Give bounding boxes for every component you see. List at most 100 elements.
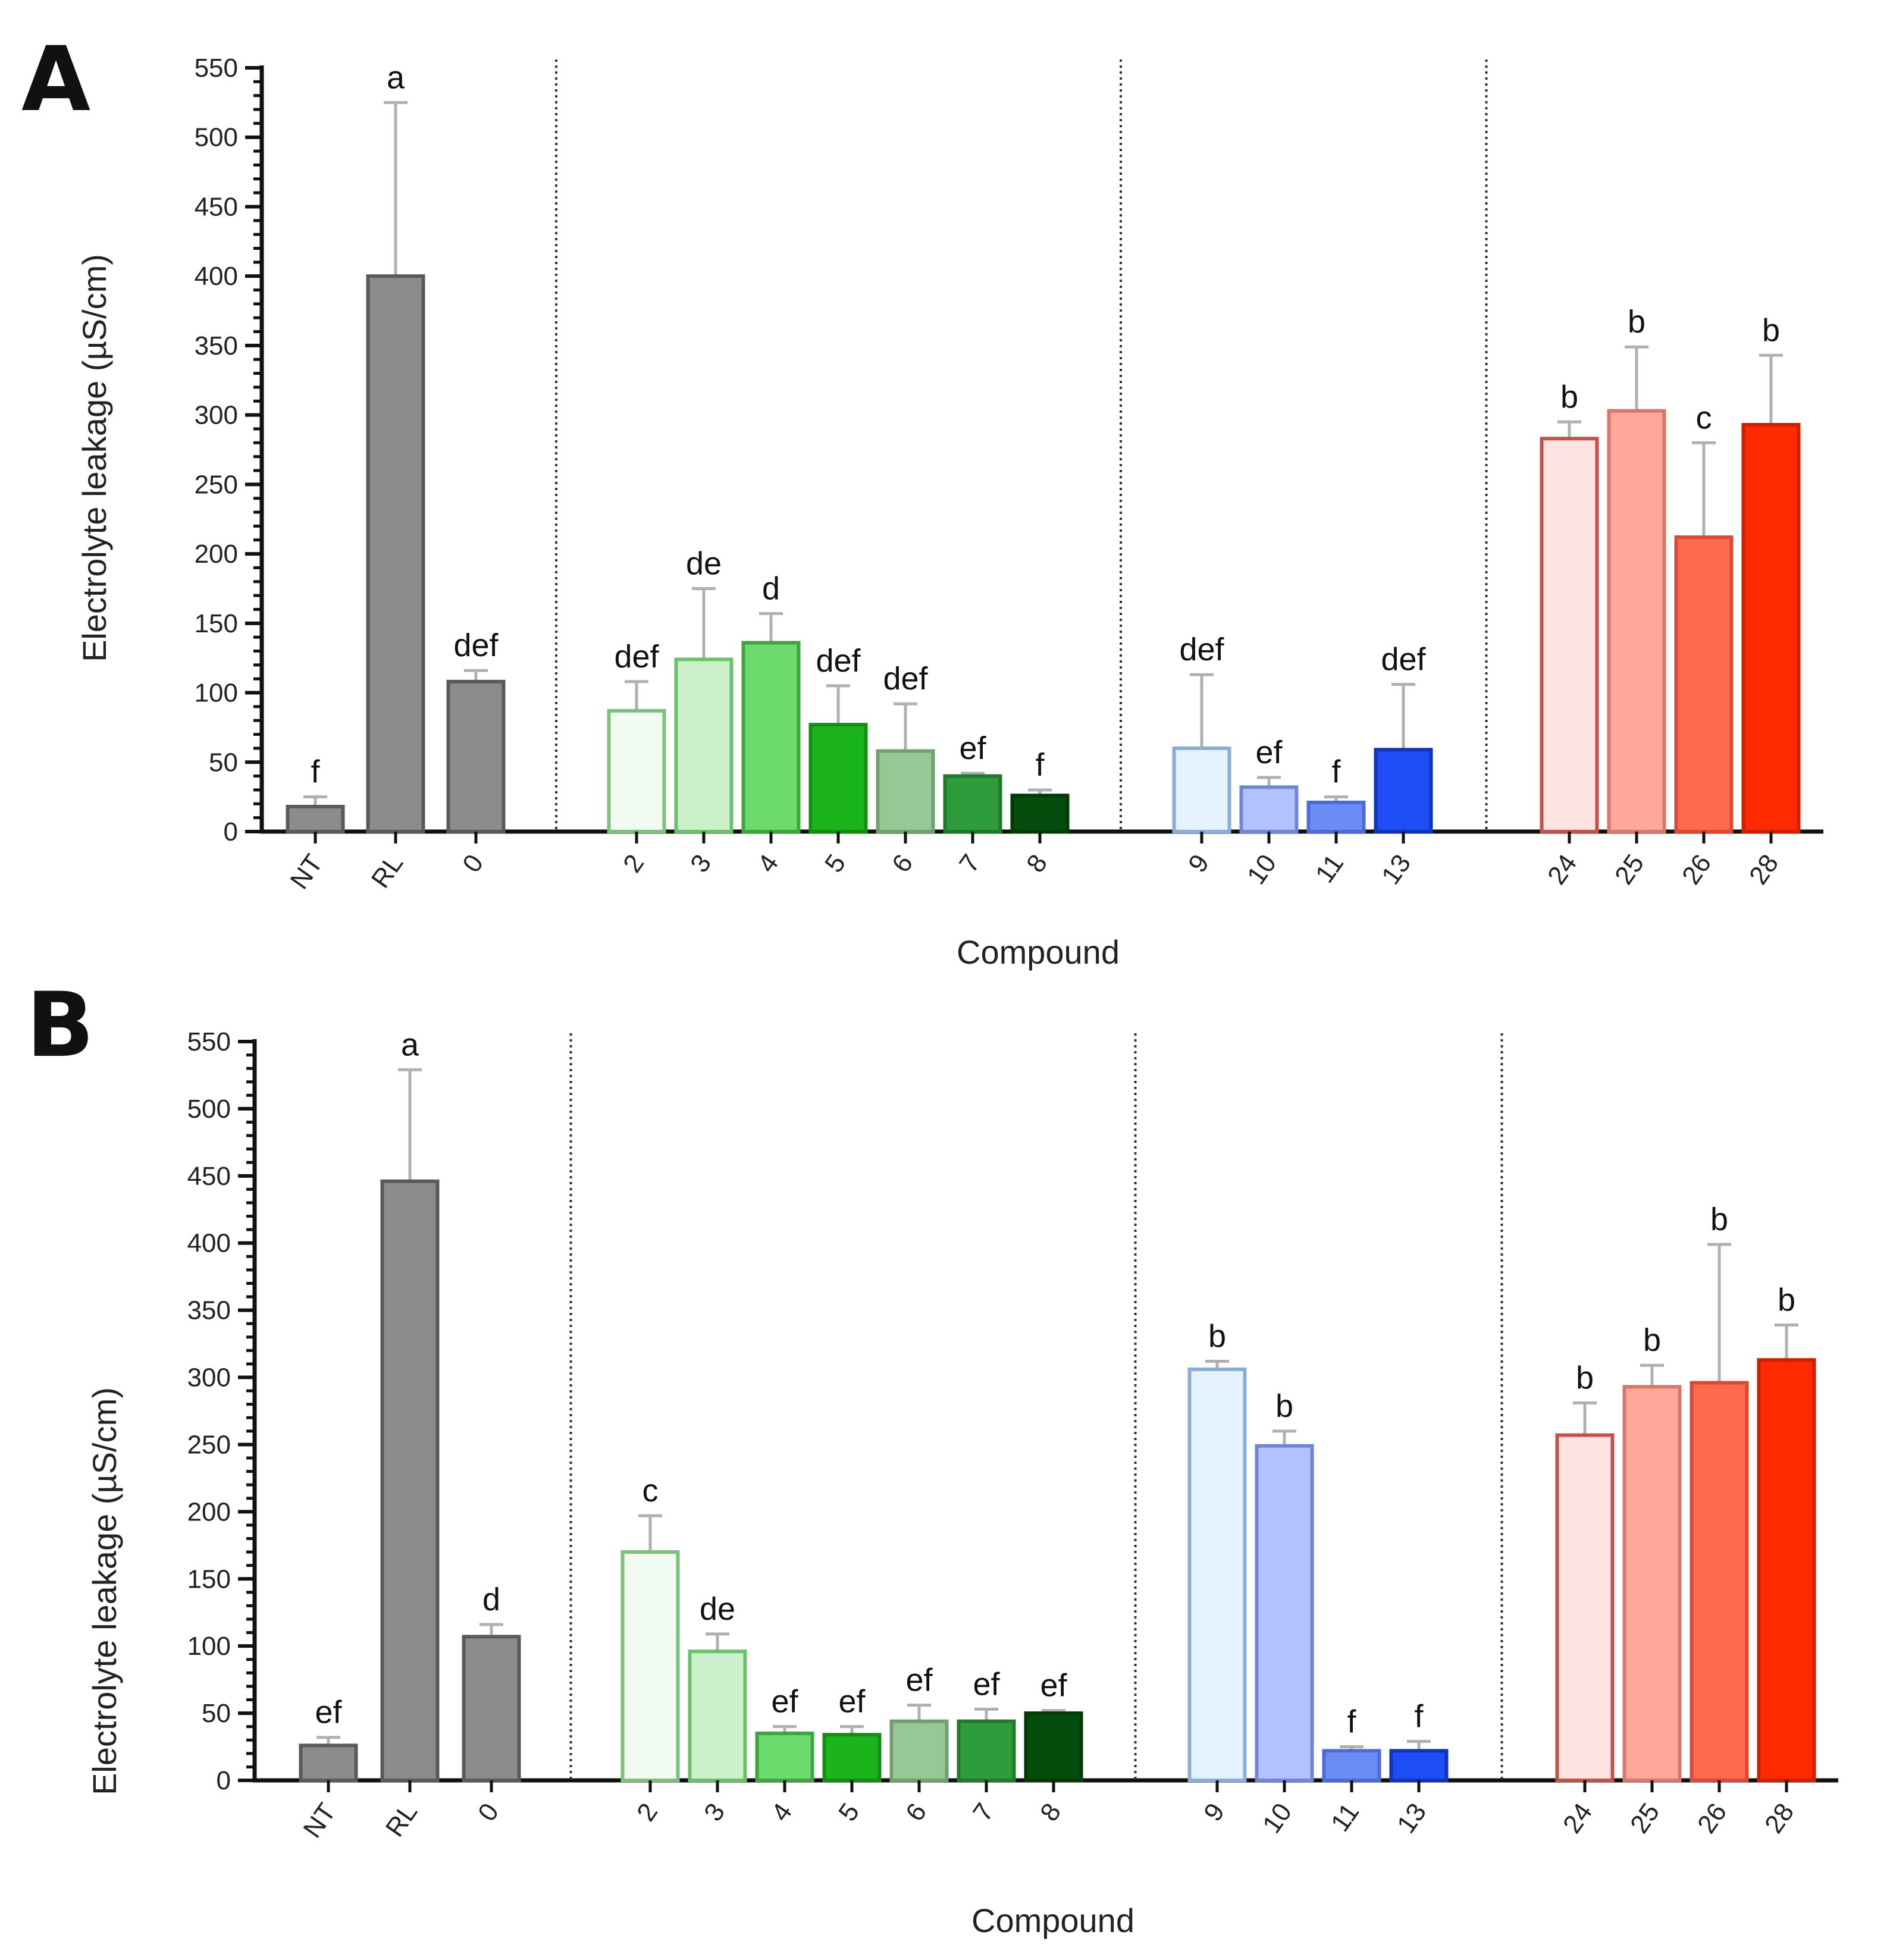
- x-tick-label: 10: [1242, 849, 1282, 890]
- significance-label: c: [642, 1473, 659, 1509]
- significance-label: ef: [1255, 735, 1283, 770]
- x-tick-label: NT: [297, 1798, 341, 1843]
- bar: [1172, 746, 1231, 833]
- y-tick-label: 350: [187, 1296, 231, 1325]
- y-axis-title: Electrolyte leakage (µS/cm): [76, 254, 113, 662]
- x-tick-label: 9: [1183, 849, 1215, 878]
- bar: [366, 274, 425, 833]
- x-tick-label: 8: [1021, 849, 1053, 878]
- x-tick-label: 13: [1376, 849, 1416, 890]
- bar: [299, 1743, 358, 1782]
- x-tick-label: RL: [366, 849, 409, 893]
- bar: [286, 804, 345, 833]
- significance-label: b: [1560, 379, 1578, 415]
- bar: [957, 1719, 1016, 1783]
- x-tick-label: 6: [900, 1798, 932, 1827]
- significance-label: ef: [973, 1666, 1000, 1702]
- significance-label: def: [883, 661, 928, 697]
- x-tick-label: 2: [631, 1798, 663, 1827]
- y-tick-label: 0: [217, 1766, 231, 1795]
- significance-label: def: [453, 628, 499, 663]
- significance-label: ef: [959, 730, 986, 766]
- bar: [1555, 1433, 1615, 1782]
- significance-label: def: [816, 643, 861, 679]
- chart-a: A 050100150200250300350400450500550fNTaR…: [21, 28, 1823, 971]
- x-tick-label: 5: [833, 1798, 865, 1827]
- x-tick-label: 8: [1035, 1798, 1067, 1827]
- x-tick-label: 11: [1310, 849, 1349, 889]
- y-tick-label: 200: [187, 1497, 231, 1526]
- bar: [446, 679, 506, 834]
- bar: [1024, 1711, 1083, 1783]
- y-tick-label: 100: [187, 1632, 231, 1661]
- x-tick-label: 9: [1198, 1798, 1230, 1827]
- y-tick-label: 300: [195, 401, 238, 430]
- significance-label: a: [387, 59, 405, 95]
- significance-label: def: [1179, 632, 1224, 667]
- bar: [741, 641, 801, 833]
- y-tick-label: 400: [195, 262, 238, 291]
- x-tick-label: 13: [1391, 1798, 1432, 1839]
- bar: [462, 1635, 521, 1782]
- x-tick-label: 28: [1759, 1798, 1800, 1839]
- significance-label: a: [401, 1027, 419, 1062]
- significance-label: ef: [905, 1663, 933, 1698]
- bar: [808, 723, 868, 833]
- bar: [1674, 535, 1734, 833]
- x-tick-label: 26: [1676, 849, 1717, 890]
- y-tick-label: 250: [195, 470, 238, 499]
- y-tick-label: 450: [195, 192, 238, 221]
- bar: [1690, 1381, 1749, 1782]
- significance-label: f: [1414, 1699, 1424, 1735]
- bar: [1607, 409, 1666, 833]
- bar: [822, 1733, 882, 1782]
- significance-label: def: [614, 639, 659, 675]
- y-tick-label: 500: [195, 123, 238, 152]
- bar: [1757, 1358, 1816, 1782]
- x-axis-title: Compound: [957, 933, 1120, 971]
- significance-label: ef: [1040, 1668, 1067, 1704]
- x-tick-label: 0: [472, 1798, 504, 1827]
- bar: [755, 1731, 814, 1782]
- significance-label: b: [1275, 1388, 1293, 1424]
- plot-area: 050100150200250300350400450500550efNTaRL…: [187, 1027, 1838, 1843]
- y-tick-label: 50: [209, 748, 238, 777]
- chart-b: B 050100150200250300350400450500550efNTa…: [26, 974, 1838, 1939]
- panel-b: B 0 50 100 150 200 250 300 350 400 450 500 550 ef NT a…: [0, 974, 1890, 1957]
- y-tick-label: 50: [202, 1699, 231, 1728]
- y-tick-label: 100: [195, 679, 238, 708]
- significance-label: de: [686, 545, 722, 581]
- x-tick-label: 7: [954, 849, 986, 878]
- bar: [1306, 800, 1366, 833]
- x-tick-label: 25: [1609, 849, 1650, 890]
- bar: [674, 657, 734, 833]
- x-tick-label: 3: [685, 849, 717, 878]
- y-tick-label: 0: [224, 817, 238, 846]
- x-tick-label: 5: [819, 849, 851, 878]
- y-tick-label: 300: [187, 1363, 231, 1393]
- bar: [1374, 748, 1433, 834]
- significance-label: d: [762, 570, 780, 606]
- x-tick-label: 26: [1692, 1798, 1732, 1839]
- bar: [1239, 785, 1299, 834]
- bar: [380, 1179, 440, 1783]
- y-tick-label: 550: [187, 1027, 231, 1056]
- bar: [1540, 437, 1599, 833]
- significance-label: f: [311, 754, 320, 790]
- significance-label: f: [1347, 1704, 1356, 1740]
- significance-label: ef: [771, 1684, 798, 1720]
- y-tick-label: 350: [195, 331, 238, 360]
- significance-label: ef: [315, 1695, 342, 1730]
- significance-label: de: [700, 1591, 735, 1627]
- panel-label: A: [21, 28, 90, 131]
- x-tick-label: 4: [752, 849, 784, 878]
- y-axis-title: Electrolyte leakage (µS/cm): [86, 1387, 123, 1795]
- x-tick-label: 28: [1744, 849, 1784, 890]
- x-tick-label: 7: [967, 1798, 999, 1827]
- significance-label: b: [1643, 1322, 1661, 1358]
- y-tick-label: 400: [187, 1229, 231, 1258]
- y-tick-label: 150: [195, 609, 238, 638]
- significance-label: b: [1778, 1282, 1795, 1318]
- x-tick-label: RL: [380, 1798, 423, 1842]
- y-tick-label: 550: [195, 54, 238, 83]
